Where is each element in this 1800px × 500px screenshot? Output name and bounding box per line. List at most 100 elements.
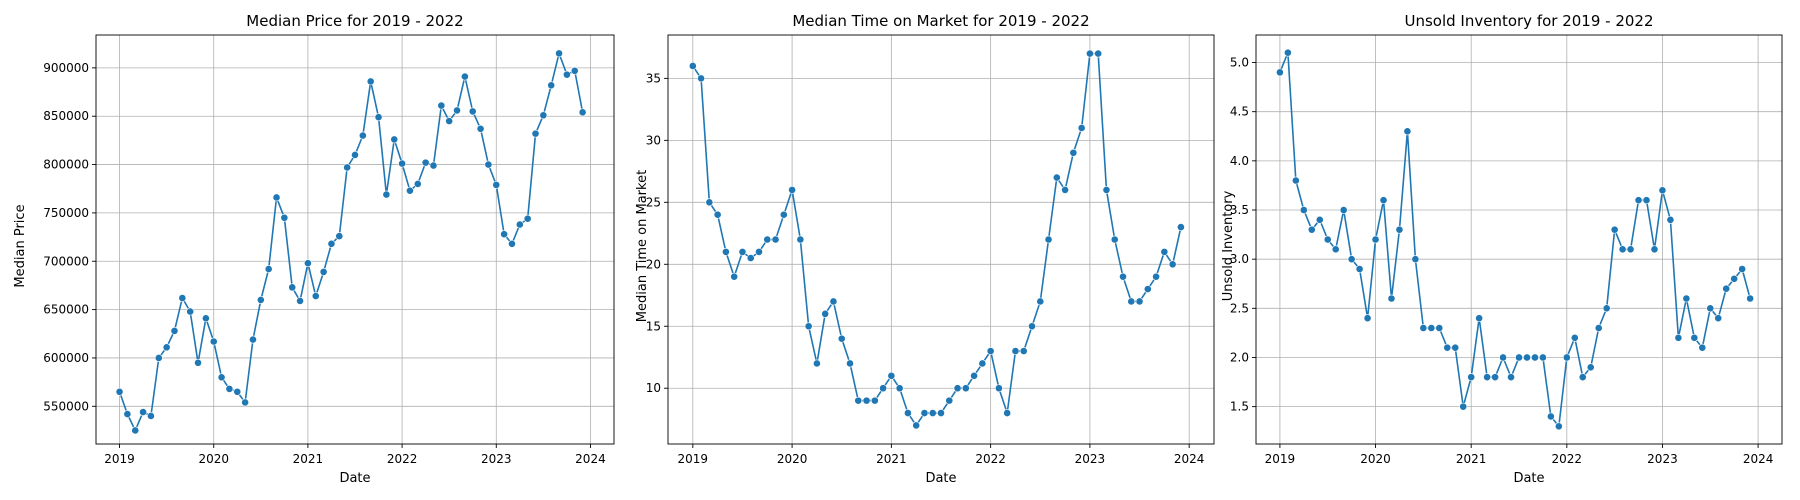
x-tick-label: 2020	[1360, 452, 1391, 466]
data-point	[1003, 409, 1012, 417]
data-point	[912, 421, 921, 430]
x-tick-label: 2021	[293, 452, 324, 466]
chart-title: Median Price for 2019 - 2022	[246, 12, 463, 30]
data-point	[788, 186, 796, 194]
data-point	[1570, 333, 1579, 342]
y-tick-label: 850000	[43, 109, 89, 123]
data-point	[437, 101, 446, 110]
data-point	[178, 294, 187, 302]
data-point	[272, 193, 281, 202]
series-line	[1279, 52, 1751, 429]
data-point	[879, 384, 887, 393]
data-point	[170, 326, 179, 335]
data-point	[1019, 347, 1028, 355]
data-point	[705, 198, 714, 207]
data-point	[887, 371, 896, 380]
data-point	[343, 163, 352, 172]
axes: 2019 2020 2021 2022 2023 2024 10 15 20 25 30 35	[646, 34, 1215, 466]
data-point	[763, 235, 772, 244]
data-point	[1578, 373, 1587, 382]
data-point	[1443, 343, 1452, 352]
plot-frame	[1255, 34, 1783, 445]
y-tick-label: 550000	[43, 399, 89, 413]
x-tick-label: 2023	[1075, 452, 1106, 466]
data-point	[382, 190, 391, 199]
data-point	[1491, 373, 1499, 382]
data-point	[1036, 297, 1045, 306]
grid	[96, 35, 614, 444]
data-point	[746, 254, 755, 262]
data-point	[1339, 206, 1348, 214]
x-axis-label: Date	[925, 471, 956, 486]
data-point	[508, 239, 516, 248]
data-point	[304, 259, 312, 268]
data-point	[862, 396, 871, 405]
data-point	[264, 265, 273, 273]
data-point	[1722, 284, 1731, 293]
data-point	[821, 309, 830, 318]
data-point	[1094, 49, 1103, 58]
data-point	[1459, 402, 1468, 411]
y-tick-label: 20	[646, 257, 661, 271]
unsold-inventory-chart: Unsold Inventory for 2019 - 2022 Date Un…	[1221, 12, 1783, 486]
data-point	[1077, 124, 1086, 132]
data-point	[995, 384, 1003, 393]
data-point	[1143, 285, 1152, 293]
data-point	[209, 337, 218, 346]
data-point	[1666, 215, 1675, 224]
data-point	[1475, 314, 1484, 323]
data-point	[484, 160, 493, 169]
data-point	[1347, 255, 1356, 264]
data-point	[1403, 127, 1412, 136]
data-point	[523, 214, 532, 223]
data-point	[1331, 245, 1340, 254]
y-tick-label: 1.5	[1230, 400, 1249, 414]
data-point	[1168, 260, 1177, 269]
x-axis-label: Date	[339, 471, 370, 486]
data-point	[115, 387, 124, 396]
axes: 2019 2020 2021 2022 2023 2024 550000 600000 6500…	[43, 34, 615, 466]
data-point	[697, 74, 705, 83]
data-point	[1419, 324, 1428, 332]
data-point	[1626, 245, 1635, 254]
y-tick-label: 4.0	[1230, 154, 1249, 168]
data-point	[296, 296, 304, 305]
data-point	[1690, 333, 1699, 342]
data-point	[1539, 353, 1547, 362]
data-point	[1323, 235, 1332, 244]
data-point	[1650, 245, 1659, 254]
data-point	[1061, 186, 1069, 194]
data-point	[846, 359, 854, 368]
median-time-on-market-chart: Median Time on Market for 2019 - 2022 Da…	[635, 12, 1215, 486]
data-point	[1315, 215, 1324, 224]
x-tick-label: 2023	[481, 452, 512, 466]
data-point	[1586, 363, 1595, 372]
data-point	[1507, 373, 1515, 382]
x-tick-label: 2020	[198, 452, 229, 466]
data-point	[1562, 353, 1571, 362]
grid	[668, 35, 1214, 444]
x-tick-label: 2021	[876, 452, 907, 466]
x-tick-label: 2021	[1456, 452, 1487, 466]
data-point	[1363, 314, 1372, 323]
data-point	[366, 77, 375, 86]
x-tick-label: 2024	[1174, 452, 1205, 466]
data-point	[1044, 235, 1053, 244]
data-point	[920, 409, 929, 417]
data-point	[288, 283, 297, 292]
data-point	[1052, 173, 1061, 182]
data-point	[1634, 196, 1643, 205]
data-point	[804, 322, 813, 331]
x-tick-label: 2019	[104, 452, 135, 466]
data-point	[154, 354, 163, 362]
data-point	[1355, 265, 1364, 273]
data-point	[311, 292, 320, 300]
data-point	[445, 117, 454, 125]
data-point	[1658, 186, 1667, 195]
data-point	[358, 131, 367, 140]
y-tick-label: 3.5	[1230, 203, 1249, 217]
data-point	[796, 235, 805, 244]
data-point	[194, 358, 202, 367]
x-axis-label: Date	[1513, 471, 1544, 486]
